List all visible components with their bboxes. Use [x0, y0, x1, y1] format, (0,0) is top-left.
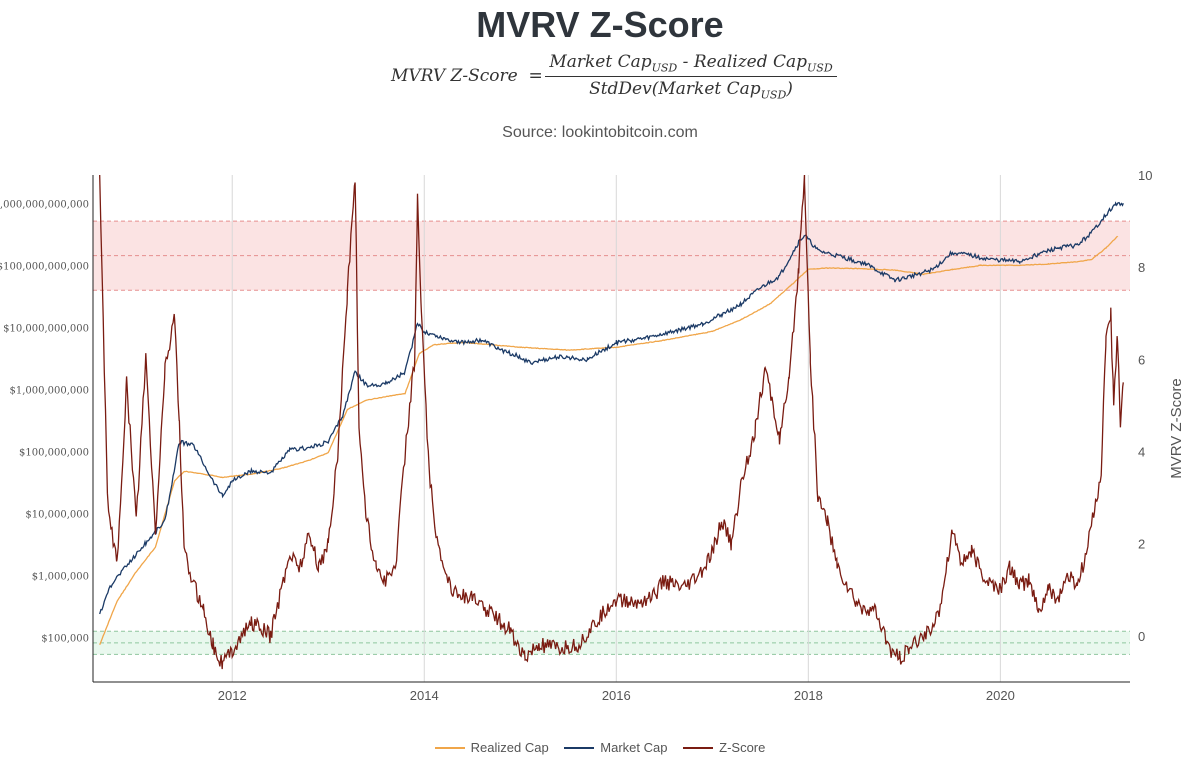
y-left-tick-label: $10,000,000,000 [3, 324, 89, 335]
formula: MVRV Z-Score = Market CapUSD - Realized … [0, 52, 1200, 108]
x-tick-label: 2016 [602, 688, 631, 703]
y-right-tick-label: 8 [1138, 260, 1145, 275]
y-right-tick-label: 6 [1138, 352, 1145, 367]
legend-item-market-cap[interactable]: Market Cap [564, 740, 668, 755]
z-score-line [99, 175, 1124, 670]
y-left-tick-label: $1,000,000 [32, 572, 89, 583]
legend-swatch [683, 746, 714, 749]
x-tick-label: 2012 [218, 688, 247, 703]
y-right-tick-label: 2 [1138, 537, 1145, 552]
y-left-tick-label: $1,000,000,000 [9, 386, 89, 397]
y-left-tick-label: $1,000,000,000,000 [0, 200, 89, 211]
chart-title: MVRV Z-Score [476, 4, 724, 45]
y-right-axis-title: MVRV Z-Score [1168, 378, 1185, 479]
y-left-tick-label: $100,000,000 [19, 448, 89, 459]
legend-item-realized-cap[interactable]: Realized Cap [434, 740, 549, 755]
legend-item-z-score[interactable]: Z-Score [683, 740, 765, 755]
market-cap-line [99, 201, 1124, 615]
chart-legend: Realized Cap Market Cap Z-Score [0, 740, 1200, 755]
realized-cap-line [99, 235, 1119, 645]
legend-swatch [564, 746, 595, 749]
y-right-tick-label: 4 [1138, 445, 1145, 460]
formula-numerator: Market CapUSD - Realized CapUSD [545, 52, 837, 78]
formula-fraction: Market CapUSD - Realized CapUSD StdDev(M… [545, 52, 837, 102]
y-right-tick-label: 10 [1138, 168, 1152, 183]
formula-denominator: StdDev(Market CapUSD) [589, 79, 793, 102]
y-right-tick-label: 0 [1138, 629, 1145, 644]
y-left-tick-label: $10,000,000 [25, 510, 89, 521]
source-note: Source: lookintobitcoin.com [502, 124, 698, 141]
y-left-tick-label: $100,000,000,000 [0, 262, 89, 273]
x-tick-label: 2014 [410, 688, 439, 703]
x-tick-label: 2020 [986, 688, 1015, 703]
legend-swatch [434, 746, 465, 749]
formula-lhs: MVRV Z-Score = [391, 66, 543, 86]
y-left-tick-label: $100,000 [41, 634, 89, 645]
x-tick-label: 2018 [794, 688, 823, 703]
